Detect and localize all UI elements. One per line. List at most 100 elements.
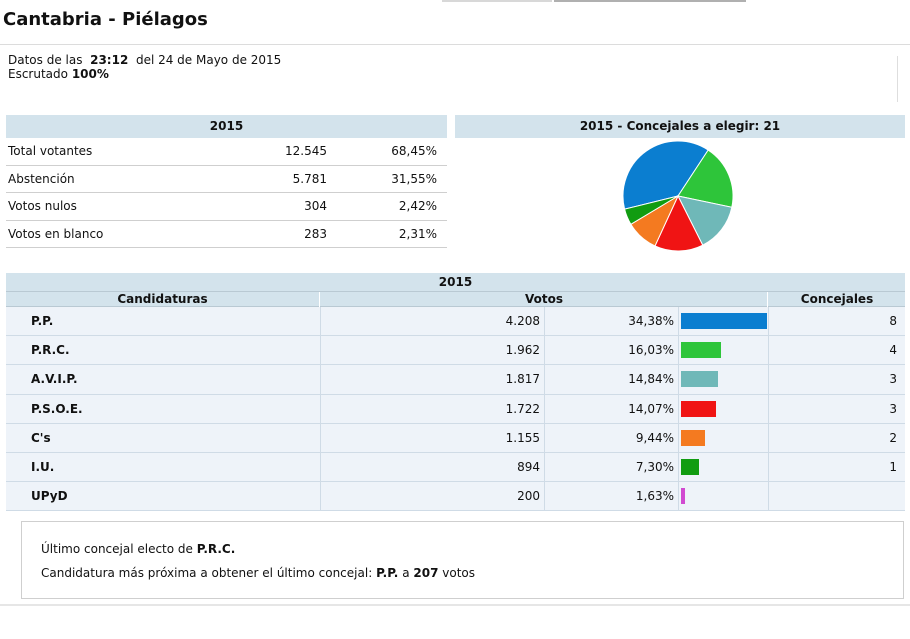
party-seats: 3	[889, 401, 897, 416]
party-vote-bar	[681, 400, 717, 417]
party-votes: 1.722	[321, 394, 545, 423]
page-title: Cantabria - Piélagos	[3, 9, 208, 30]
party-votes: 1.962	[321, 336, 545, 365]
party-bar-cell	[679, 365, 769, 394]
party-vote-bar	[681, 371, 719, 388]
party-name: I.U.	[6, 452, 321, 482]
pie-slice	[623, 195, 679, 226]
title-divider	[0, 44, 910, 45]
party-percent: 34,38%	[545, 307, 679, 336]
party-seats: 3	[889, 372, 897, 387]
pie-header: 2015 - Concejales a elegir: 21	[455, 115, 905, 138]
top-scroll-indicator	[262, 0, 746, 2]
party-percent: 7,30%	[545, 452, 679, 482]
party-name: C's	[6, 423, 321, 452]
party-row: C's 1.155 9,44% 2	[6, 423, 905, 453]
last-elected-line: Último concejal electo de P.R.C.	[41, 542, 235, 556]
summary-row: Votos nulos 304 2,42%	[6, 193, 447, 221]
meta-divider	[897, 56, 898, 102]
party-row: P.P. 4.208 34,38% 8	[6, 307, 905, 337]
summary-value: 12.545	[285, 144, 327, 158]
column-header-concejales: Concejales	[800, 292, 874, 306]
party-seats: 8	[889, 314, 897, 328]
closest-connector: a	[402, 566, 410, 580]
closest-candidate-line: Candidatura más próxima a obtener el últ…	[41, 566, 475, 580]
party-row: A.V.I.P. 1.817 14,84% 3	[6, 365, 905, 395]
party-name: UPyD	[6, 482, 321, 511]
party-votes: 894	[321, 452, 545, 482]
party-votes: 200	[321, 482, 545, 511]
party-bar-cell	[679, 394, 769, 423]
closest-votes: 207	[413, 566, 439, 580]
party-vote-bar	[681, 458, 700, 475]
summary-row: Abstención 5.781 31,55%	[6, 166, 447, 193]
party-vote-bar	[681, 488, 686, 505]
party-name: P.S.O.E.	[6, 394, 321, 423]
party-row: P.S.O.E. 1.722 14,07% 3	[6, 394, 905, 424]
bottom-divider	[0, 604, 910, 606]
summary-value: 5.781	[292, 171, 327, 186]
party-vote-bar	[681, 342, 722, 359]
summary-label: Abstención	[8, 171, 75, 186]
party-seats	[769, 482, 905, 510]
party-percent: 1,63%	[545, 482, 679, 511]
party-bar-cell	[679, 482, 769, 511]
last-elected-party: P.R.C.	[196, 542, 236, 556]
party-percent: 9,44%	[545, 423, 679, 452]
party-vote-bar	[681, 313, 767, 329]
summary-percent: 2,31%	[398, 226, 437, 241]
summary-row: Votos en blanco 283 2,31%	[6, 221, 447, 248]
last-elected-text: Último concejal electo de	[41, 542, 193, 556]
summary-percent: 2,42%	[398, 199, 437, 213]
pie-slice	[622, 141, 709, 210]
party-votes: 4.208	[321, 307, 545, 336]
summary-value: 304	[304, 199, 327, 213]
party-bar-cell	[679, 336, 769, 365]
party-votes: 1.155	[321, 423, 545, 452]
party-bar-cell	[679, 452, 769, 482]
summary-header: 2015	[6, 115, 447, 138]
results-table: 2015 Candidaturas Votos Concejales P.P. 4…	[6, 273, 905, 512]
party-seats: 1	[889, 459, 897, 474]
turnout-summary-table: 2015 Total votantes 12.545 68,45% Absten…	[6, 115, 447, 248]
summary-percent: 31,55%	[391, 171, 437, 186]
party-percent: 14,07%	[545, 394, 679, 423]
party-seats: 2	[889, 430, 897, 445]
timestamp-date: del 24 de Mayo de 2015	[135, 53, 282, 67]
party-row: P.R.C. 1.962 16,03% 4	[6, 336, 905, 366]
timestamp-prefix: Datos de las	[8, 53, 83, 67]
results-year-header: 2015	[6, 273, 905, 292]
party-vote-bar	[681, 429, 705, 446]
party-row: I.U. 894 7,30% 1	[6, 452, 905, 483]
closest-text: Candidatura más próxima a obtener el últ…	[41, 566, 373, 580]
seats-pie-panel: 2015 - Concejales a elegir: 21	[455, 115, 905, 252]
party-name: A.V.I.P.	[6, 365, 321, 394]
party-row: UPyD 200 1,63%	[6, 482, 905, 512]
party-bar-cell	[679, 423, 769, 452]
seats-pie-chart	[622, 141, 734, 252]
party-seats: 4	[889, 343, 897, 358]
pie-slice	[677, 149, 734, 208]
party-votes: 1.817	[321, 365, 545, 394]
summary-row: Total votantes 12.545 68,45%	[6, 138, 447, 166]
summary-value: 283	[304, 226, 327, 241]
scrutiny-label: Escrutado	[8, 67, 68, 81]
closest-suffix: votos	[442, 566, 476, 580]
summary-label: Votos en blanco	[8, 226, 104, 241]
closest-party: P.P.	[376, 566, 399, 580]
column-header-candidaturas: Candidaturas	[6, 292, 320, 307]
summary-percent: 68,45%	[391, 144, 437, 158]
summary-label: Votos nulos	[8, 199, 77, 213]
data-timestamp: Datos de las 23:12 del 24 de Mayo de 201…	[8, 53, 281, 81]
results-column-headers: Candidaturas Votos Concejales	[6, 292, 905, 307]
column-header-votos: Votos	[321, 292, 768, 307]
timestamp-time: 23:12	[90, 53, 129, 67]
party-name: P.R.C.	[6, 336, 321, 365]
party-name: P.P.	[6, 307, 321, 336]
party-percent: 14,84%	[545, 365, 679, 394]
party-bar-cell	[679, 307, 769, 336]
scrutiny-value: 100%	[71, 67, 109, 81]
party-percent: 16,03%	[545, 336, 679, 365]
summary-label: Total votantes	[8, 144, 93, 158]
last-seat-note: Último concejal electo de P.R.C. Candida…	[21, 521, 904, 599]
